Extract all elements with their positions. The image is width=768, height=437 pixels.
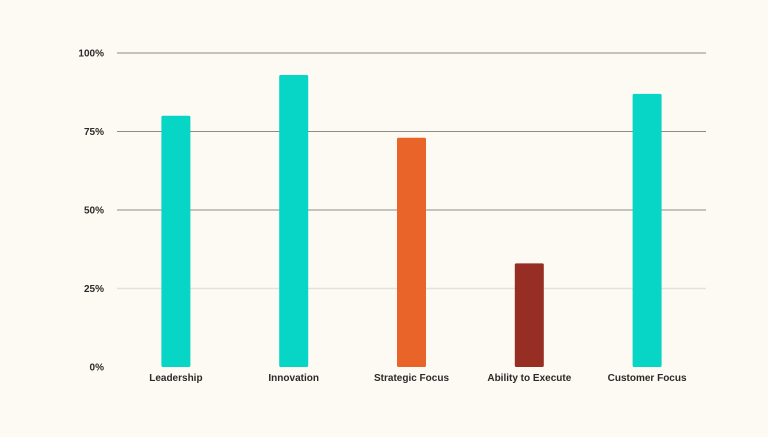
y-tick-label: 75% [84,127,104,138]
x-tick-label: Strategic Focus [374,373,449,384]
y-tick-label: 50% [84,206,104,217]
bar-customer-focus [632,93,662,367]
y-tick-label: 25% [84,284,104,295]
bar-ability-to-execute [514,263,544,367]
x-tick-label: Customer Focus [608,373,687,384]
y-tick-label: 100% [78,49,104,60]
x-tick-label: Ability to Execute [487,373,571,384]
bar-strategic-focus [397,137,426,367]
y-tick-label: 0% [90,363,105,374]
x-axis-ticks: Leadership Innovation Strategic Focus Abili… [149,373,687,384]
bar-innovation [279,74,309,367]
bars [161,74,662,367]
bar-leadership [161,115,191,367]
y-axis-ticks: 0% 25% 50% 75% 100% [78,49,104,374]
x-tick-label: Innovation [268,373,319,384]
x-tick-label: Leadership [149,373,202,384]
